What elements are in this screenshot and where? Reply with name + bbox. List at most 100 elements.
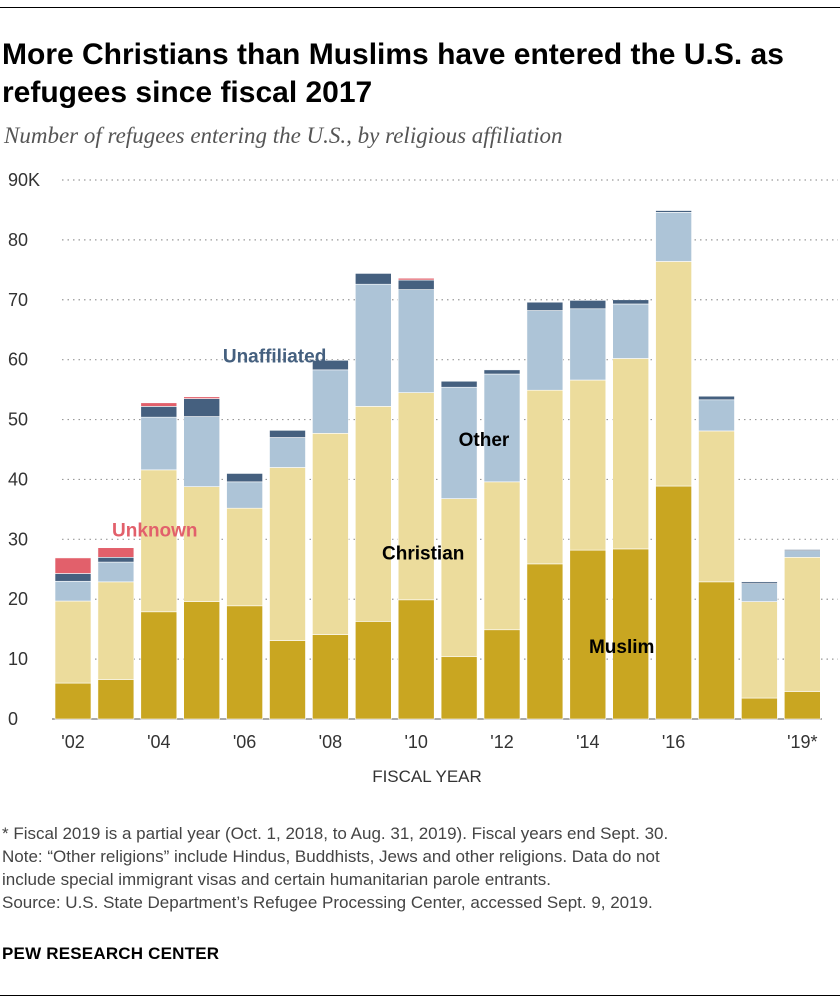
bar-segment-unaffiliated <box>54 573 92 582</box>
y-tick-label: 90K <box>8 170 40 190</box>
x-tick-label: '10 <box>404 732 427 752</box>
bar-segment-unaffiliated <box>183 398 220 417</box>
chart-subtitle: Number of refugees entering the U.S., by… <box>4 123 563 148</box>
bar-segment-christian <box>226 507 263 607</box>
bar-stack-2002 <box>54 557 92 720</box>
bar-segment-muslim <box>54 682 92 720</box>
bar-segment-christian <box>698 430 735 583</box>
bar-segment-christian <box>397 392 435 601</box>
bar-segment-christian <box>183 486 220 602</box>
bar-segment-christian <box>741 601 778 699</box>
bar-segment-muslim <box>569 549 607 720</box>
footnote-note-line-1: Note: “Other religions” include Hindus, … <box>2 847 660 866</box>
series-label-other: Other <box>459 430 510 451</box>
bar-stack-2003 <box>97 547 135 720</box>
bar-segment-other <box>655 212 692 262</box>
bar-stack-2015 <box>612 299 650 720</box>
bar-segment-other <box>312 369 349 434</box>
bar-segment-other <box>269 437 306 468</box>
bar-segment-christian <box>97 581 135 680</box>
bar-segment-unaffiliated <box>226 473 263 483</box>
bar-segment-unknown <box>140 402 178 407</box>
bar-segment-christian <box>354 406 392 622</box>
bar-segment-unaffiliated <box>312 359 349 371</box>
gridlines <box>52 179 838 720</box>
bar-stack-2005 <box>183 396 220 720</box>
x-tick-label: '14 <box>576 732 599 752</box>
bar-segment-unaffiliated <box>526 301 564 311</box>
bar-segment-other <box>741 583 778 602</box>
bar-segment-other <box>526 310 564 391</box>
bar-segment-muslim <box>312 634 349 720</box>
bar-segment-christian <box>483 481 521 631</box>
bar-segment-unknown <box>54 557 92 574</box>
bar-segment-muslim <box>397 599 435 720</box>
bar-segment-other <box>140 416 178 471</box>
y-tick-label: 30 <box>8 529 28 549</box>
bar-series <box>54 210 821 720</box>
bar-segment-unaffiliated <box>269 430 306 438</box>
bar-segment-other <box>783 550 821 558</box>
bar-segment-muslim <box>226 605 263 720</box>
bar-segment-unaffiliated <box>655 210 692 213</box>
footnote-partial-year: * Fiscal 2019 is a partial year (Oct. 1,… <box>2 824 669 843</box>
bar-segment-unaffiliated <box>397 279 435 290</box>
bar-segment-muslim <box>440 656 478 720</box>
bottom-rule <box>0 995 840 996</box>
footnotes: * Fiscal 2019 is a partial year (Oct. 1,… <box>2 822 838 914</box>
bar-segment-muslim <box>269 640 306 720</box>
bar-stack-2010 <box>397 277 435 720</box>
bar-segment-other <box>483 373 521 483</box>
bar-segment-muslim <box>183 601 220 720</box>
bar-stack-2019 <box>783 549 821 720</box>
bar-segment-muslim <box>483 629 521 720</box>
bar-stack-2004 <box>140 402 178 720</box>
bar-segment-other <box>54 580 92 602</box>
series-labels: Unknown Unaffiliated Other Christian Muslim <box>112 347 654 658</box>
bar-segment-unaffiliated <box>483 369 521 375</box>
brand-logo-text: PEW RESEARCH CENTER <box>2 944 220 963</box>
chart-title: More Christians than Muslims have entere… <box>2 38 784 109</box>
bar-segment-other <box>226 481 263 509</box>
bar-segment-muslim <box>526 563 564 720</box>
bar-segment-christian <box>526 389 564 565</box>
y-tick-label: 20 <box>8 589 28 609</box>
bar-segment-muslim <box>354 621 392 720</box>
bar-segment-other <box>354 283 392 407</box>
bar-segment-unaffiliated <box>97 556 135 563</box>
x-tick-label: '12 <box>490 732 513 752</box>
bar-segment-muslim <box>140 611 178 720</box>
bar-segment-other <box>397 289 435 393</box>
bar-segment-other <box>97 561 135 583</box>
x-tick-label: '08 <box>319 732 342 752</box>
bar-segment-unaffiliated <box>440 380 478 388</box>
x-tick-label: '19* <box>787 732 817 752</box>
bar-segment-christian <box>612 358 650 550</box>
x-axis-ticks: '02 '04 '06 '08 '10 '12 '14 '16 '19* <box>61 732 817 752</box>
y-tick-label: 70 <box>8 290 28 310</box>
series-label-unknown: Unknown <box>112 520 198 541</box>
y-tick-label: 10 <box>8 649 28 669</box>
bar-segment-muslim <box>698 581 735 720</box>
bar-segment-christian <box>569 379 607 551</box>
bar-stack-2018 <box>741 581 778 720</box>
footnote-source: Source: U.S. State Department’s Refugee … <box>2 893 653 912</box>
bar-segment-christian <box>140 469 178 613</box>
bar-stack-2009 <box>354 273 392 720</box>
bar-stack-2012 <box>483 369 521 720</box>
bar-segment-unaffiliated <box>569 300 607 310</box>
x-tick-label: '04 <box>147 732 170 752</box>
y-tick-label: 40 <box>8 469 28 489</box>
bar-segment-muslim <box>783 691 821 720</box>
series-label-christian: Christian <box>382 544 464 565</box>
bar-segment-other <box>183 416 220 487</box>
bar-stack-2014 <box>569 300 607 720</box>
bar-segment-other <box>440 386 478 499</box>
bar-segment-unknown <box>397 277 435 281</box>
bar-segment-other <box>569 308 607 381</box>
bar-segment-unaffiliated <box>140 406 178 418</box>
y-axis-ticks: 0 10 20 30 40 50 60 70 80 90K <box>8 170 40 729</box>
x-axis-label: FISCAL YEAR <box>372 767 482 786</box>
bar-segment-muslim <box>655 485 692 720</box>
